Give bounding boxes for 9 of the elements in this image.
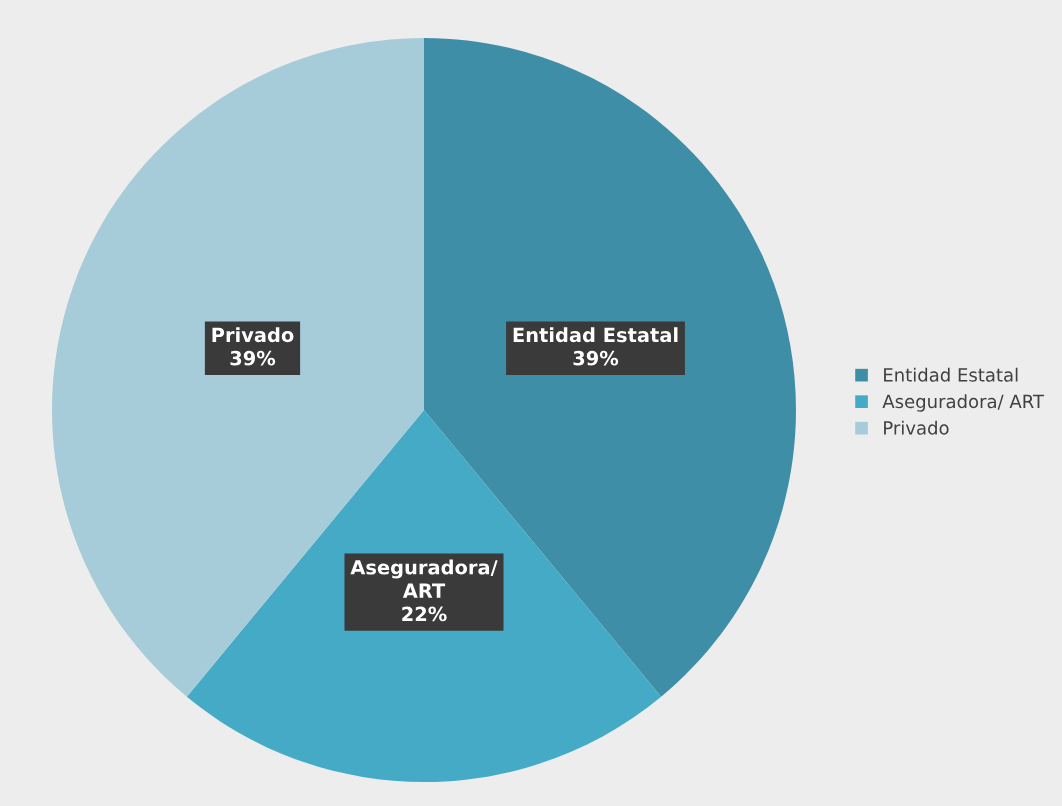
data-label: 39% xyxy=(573,350,619,366)
legend-label: Entidad Estatal xyxy=(884,367,1018,382)
slice-label: Aseguradora/ ART xyxy=(350,559,498,598)
data-label: 22% xyxy=(402,606,447,622)
legend-label: Privado xyxy=(884,420,949,435)
slice-label: Privado xyxy=(212,327,294,343)
legend-label: Aseguradora/ ART xyxy=(882,394,1045,412)
slice-label: Entidad Estatal xyxy=(513,327,678,343)
data-label: 39% xyxy=(230,350,276,366)
